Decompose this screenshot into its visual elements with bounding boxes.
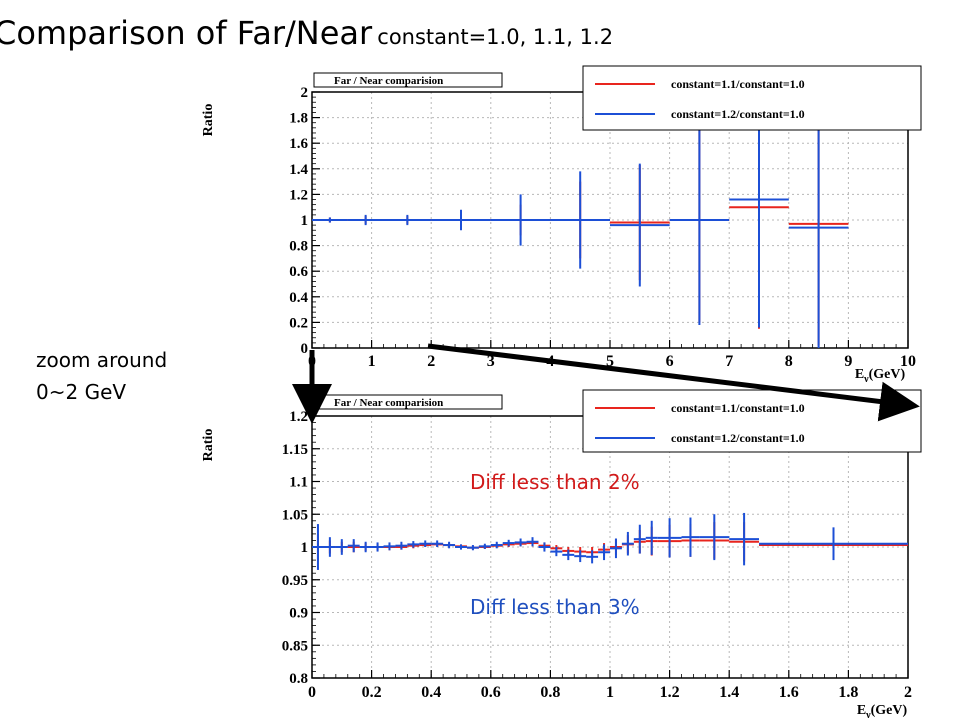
zoom-arrows <box>292 343 920 424</box>
y-tick-label: 1.4 <box>289 162 308 178</box>
diff-annotation-blue: Diff less than 3% <box>470 595 640 619</box>
x-tick-label: 1 <box>606 684 614 701</box>
legend: constant=1.1/constant=1.0 constant=1.2/co… <box>582 65 922 131</box>
slide-title-sub: constant=1.0, 1.1, 1.2 <box>377 25 614 49</box>
x-tick-label: 0.6 <box>481 684 501 701</box>
y-tick-label: 2 <box>301 85 309 101</box>
y-tick-label: 1.6 <box>289 136 308 152</box>
diff-annotation-red: Diff less than 2% <box>470 470 640 494</box>
x-tick-label: 0.4 <box>421 684 441 701</box>
zoom-note-line1: zoom around <box>36 348 168 372</box>
legend-label: constant=1.1/constant=1.0 <box>671 401 805 415</box>
slide-title-main: Comparison of Far/Near <box>0 14 373 52</box>
zoom-note: zoom around 0~2 GeV <box>36 344 167 408</box>
slide-title: Comparison of Far/Near constant=1.0, 1.1… <box>0 14 613 52</box>
x-tick-label: 1.6 <box>779 684 799 701</box>
x-tick-label: 2 <box>427 353 435 370</box>
y-tick-label: 0.2 <box>289 315 308 331</box>
x-tick-label: 5 <box>606 353 614 370</box>
x-tick-label: 10 <box>900 353 916 370</box>
y-tick-label: 1.1 <box>289 475 308 491</box>
legend-label: constant=1.1/constant=1.0 <box>671 77 805 91</box>
x-tick-label: 0.8 <box>540 684 560 701</box>
y-tick-label: 0.95 <box>282 573 308 589</box>
series-2 <box>312 512 908 570</box>
x-tick-label: 1.4 <box>719 684 739 701</box>
y-tick-label: 1.05 <box>282 507 308 523</box>
x-tick-label: 2 <box>904 684 912 701</box>
y-tick-label: 0.8 <box>289 239 308 255</box>
x-axis-label: Eν(GeV) <box>855 367 906 385</box>
x-tick-label: 0.2 <box>362 684 382 701</box>
x-tick-label: 3 <box>487 353 495 370</box>
chart-title-box <box>313 72 503 88</box>
y-tick-label: 0 <box>301 341 309 357</box>
y-tick-label: 1.15 <box>282 442 308 458</box>
zoom-arrow-right <box>427 343 920 422</box>
y-tick-label: 1.8 <box>289 111 308 127</box>
y-tick-label: 0.85 <box>282 638 308 654</box>
x-tick-label: 6 <box>666 353 674 370</box>
legend-label: constant=1.2/constant=1.0 <box>671 107 805 121</box>
legend-box <box>582 65 922 131</box>
series-2 <box>312 92 849 348</box>
x-tick-label: 0 <box>308 684 316 701</box>
y-tick-label: 0.8 <box>289 671 308 687</box>
chart-title: Far / Near comparision <box>334 397 443 409</box>
x-tick-label: 8 <box>785 353 793 370</box>
y-tick-label: 1 <box>301 213 309 229</box>
x-tick-label: 9 <box>844 353 852 370</box>
chart-panel-2: 0.8 0.85 0.9 0.95 1 1.05 1.1 1.15 1.2 0 0.2 0.4 0.6 0… <box>201 389 922 720</box>
x-axis-label: Eν(GeV) <box>857 703 908 720</box>
y-axis-label: Ratio <box>201 104 216 137</box>
y-tick-label: 0.6 <box>289 264 308 280</box>
legend-label: constant=1.2/constant=1.0 <box>671 431 805 445</box>
y-tick-label: 1 <box>301 540 309 556</box>
zoom-note-line2: 0~2 GeV <box>36 380 127 404</box>
x-tick-label: 7 <box>725 353 733 370</box>
x-tick-label: 1.8 <box>838 684 858 701</box>
y-tick-label: 0.4 <box>289 290 308 306</box>
x-tick-label: 1.2 <box>660 684 680 701</box>
x-tick-label: 1 <box>368 353 376 370</box>
y-tick-label: 1.2 <box>289 187 308 203</box>
y-tick-label: 1.2 <box>289 409 308 425</box>
y-tick-label: 0.9 <box>289 606 308 622</box>
y-axis-label: Ratio <box>201 429 216 462</box>
chart-panel-1: 00.20.40.60.811.21.41.61.82012345678910R… <box>201 65 922 385</box>
chart-title: Far / Near comparision <box>334 75 443 87</box>
